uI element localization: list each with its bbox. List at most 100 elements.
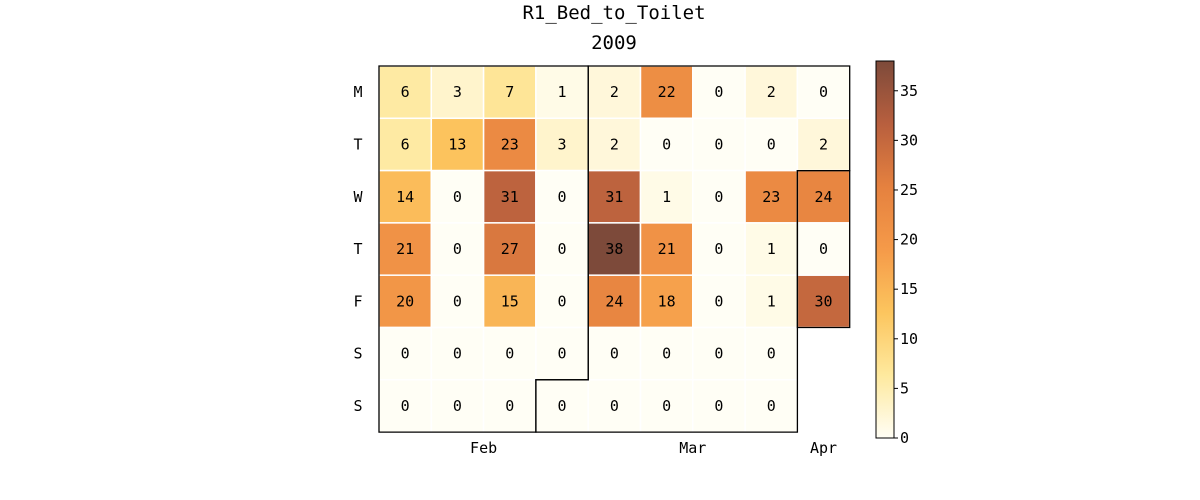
cell-value-label: 0 [714, 188, 723, 206]
cell-value-label: 0 [767, 397, 776, 415]
cell-value-label: 0 [558, 188, 567, 206]
heatmap-cell [535, 326, 589, 381]
heatmap-cell [744, 326, 799, 381]
day-label: F [353, 292, 362, 310]
cell-value-label: 0 [505, 345, 514, 363]
cell-value-label: 18 [658, 292, 676, 310]
cell-value-label: 0 [453, 345, 462, 363]
chart-title: R1_Bed_to_Toilet [522, 2, 705, 24]
cell-value-label: 0 [714, 240, 723, 258]
colorbar-gradient [875, 60, 895, 439]
colorbar-tick-label: 5 [900, 379, 909, 397]
heatmap-cell [744, 379, 799, 433]
heatmap-cell [639, 65, 694, 120]
heatmap-cell [692, 379, 746, 433]
heatmap-cell [744, 65, 799, 120]
cell-value-label: 0 [453, 397, 462, 415]
colorbar-tick-label: 25 [900, 181, 918, 199]
cell-value-label: 2 [767, 83, 776, 101]
heatmap-cell [430, 274, 485, 329]
day-label: T [353, 240, 362, 258]
cell-value-label: 27 [501, 240, 519, 258]
cell-value-label: 3 [558, 135, 567, 153]
heatmap-cell [482, 274, 537, 329]
cell-value-label: 0 [610, 345, 619, 363]
month-outline [535, 65, 851, 433]
heatmap-cell [535, 117, 589, 172]
cell-value-label: 0 [767, 345, 776, 363]
heatmap-cell [587, 65, 642, 120]
cell-value-label: 0 [453, 188, 462, 206]
cell-value-label: 24 [605, 292, 623, 310]
heatmap-cell [692, 169, 746, 224]
cell-value-label: 15 [501, 292, 519, 310]
day-label: S [353, 345, 362, 363]
cell-value-label: 0 [714, 345, 723, 363]
heatmap-cell [639, 117, 694, 172]
cell-value-label: 6 [401, 135, 410, 153]
heatmap-cells [378, 65, 851, 433]
cell-value-label: 2 [610, 135, 619, 153]
cell-value-label: 0 [819, 83, 828, 101]
heatmap-cell [587, 169, 642, 224]
cell-value-label: 0 [610, 397, 619, 415]
colorbar-tick-label: 10 [900, 330, 918, 348]
heatmap-cell [430, 65, 485, 120]
cell-value-label: 30 [815, 292, 833, 310]
cell-value-label: 0 [662, 135, 671, 153]
month-labels: Feb Mar Apr [470, 439, 837, 457]
colorbar: 0 5 10 15 20 25 30 35 [875, 60, 918, 447]
heatmap-cell [692, 274, 746, 329]
cell-value-label: 31 [501, 188, 519, 206]
cell-value-label: 31 [605, 188, 623, 206]
cell-value-label: 0 [558, 292, 567, 310]
heatmap-cell [535, 379, 589, 433]
heatmap-cell [482, 169, 537, 224]
month-boundaries [378, 65, 851, 433]
heatmap-cell [430, 169, 485, 224]
cell-value-label: 0 [662, 397, 671, 415]
cell-value-label: 23 [762, 188, 780, 206]
colorbar-tick-label: 0 [900, 429, 909, 447]
cell-value-label: 0 [558, 240, 567, 258]
cell-value-label: 1 [767, 240, 776, 258]
day-label: T [353, 135, 362, 153]
heatmap-cell [744, 117, 799, 172]
heatmap-cell [378, 117, 433, 172]
cell-value-label: 2 [819, 135, 828, 153]
cell-value-label: 1 [558, 83, 567, 101]
heatmap-cell [692, 222, 746, 276]
colorbar-tick-label: 35 [900, 82, 918, 100]
month-outline [796, 169, 851, 329]
cell-value-label: 21 [396, 240, 414, 258]
month-label: Feb [470, 439, 497, 457]
heatmap-cell [482, 326, 537, 381]
cell-value-label: 1 [662, 188, 671, 206]
cell-value-label: 14 [396, 188, 414, 206]
cell-value-label: 0 [453, 292, 462, 310]
cell-value-label: 0 [401, 345, 410, 363]
colorbar-tick-label: 30 [900, 131, 918, 149]
cell-value-label: 2 [610, 83, 619, 101]
heatmap-cell [796, 169, 851, 224]
month-label: Mar [679, 439, 706, 457]
cell-value-label: 0 [505, 397, 514, 415]
colorbar-tick-label: 15 [900, 280, 918, 298]
cell-value-label: 3 [453, 83, 462, 101]
heatmap-cell [430, 379, 485, 433]
cell-value-label: 0 [767, 135, 776, 153]
day-label: M [353, 83, 362, 101]
day-label: S [353, 397, 362, 415]
cell-value-label: 23 [501, 135, 519, 153]
heatmap-cell [744, 274, 799, 329]
cell-value-label: 0 [453, 240, 462, 258]
cell-value-label: 0 [401, 397, 410, 415]
heatmap-cell [796, 274, 851, 329]
cell-value-label: 0 [714, 397, 723, 415]
cell-value-label: 13 [448, 135, 466, 153]
cell-value-label: 20 [396, 292, 414, 310]
heatmap-values: 6614212000313000007233127150013000002231… [396, 83, 832, 415]
chart-subtitle: 2009 [591, 32, 637, 54]
month-label: Apr [810, 439, 837, 457]
